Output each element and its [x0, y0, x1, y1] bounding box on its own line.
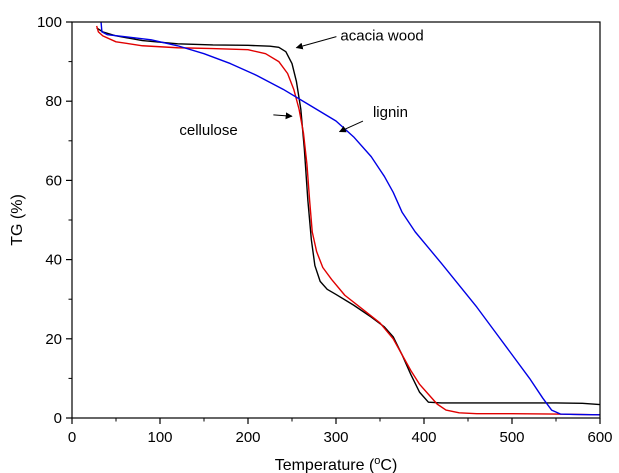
- x-tick-label: 0: [68, 429, 76, 446]
- y-tick-label: 100: [37, 14, 62, 31]
- x-tick-label: 300: [323, 429, 348, 446]
- annotation-arrow-lignin: [338, 120, 364, 133]
- annotation-label-lignin: lignin: [373, 104, 408, 121]
- series-layer: [95, 21, 601, 416]
- y-tick-label: 40: [45, 252, 62, 269]
- x-tick-label: 400: [411, 429, 436, 446]
- series-line-cellulose: [95, 25, 601, 416]
- y-tick-label: 60: [45, 172, 62, 189]
- x-axis-label-tail: C): [380, 457, 397, 473]
- annotation-arrow-acacia-wood: [295, 36, 337, 50]
- annotation-label-cellulose: cellulose: [179, 122, 237, 139]
- axes-layer: 0 100 200 300 400 500 600 0 20 40 60 80 100: [37, 14, 613, 446]
- y-axis-label: TG (%): [9, 194, 26, 246]
- x-axis-label: Temperature (oC): [275, 455, 398, 473]
- x-axis-label-main: Temperature (: [275, 457, 375, 473]
- annotation-arrow-cellulose: [273, 112, 293, 120]
- y-tick-label: 20: [45, 331, 62, 348]
- series-line-lignin: [100, 21, 601, 416]
- series-line-acacia-wood: [96, 27, 601, 406]
- x-tick-label: 200: [235, 429, 260, 446]
- x-tick-label: 600: [587, 429, 612, 446]
- x-tick-label: 100: [147, 429, 172, 446]
- annotation-label-acacia-wood: acacia wood: [340, 28, 423, 45]
- x-tick-label: 500: [499, 429, 524, 446]
- y-tick-label: 80: [45, 93, 62, 110]
- annotation-layer: acacia wood cellulose lignin: [179, 28, 423, 139]
- plot-frame: [71, 21, 601, 419]
- y-tick-label: 0: [54, 410, 62, 427]
- x-axis-label-sup: o: [374, 455, 380, 467]
